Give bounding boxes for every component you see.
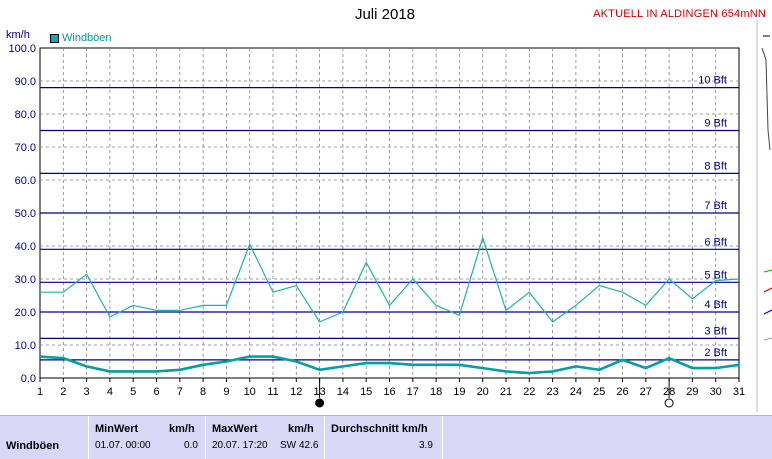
x-tick-label: 29	[686, 386, 698, 398]
x-tick-label: 17	[407, 386, 419, 398]
y-axis-unit: km/h	[6, 29, 30, 41]
beaufort-label: 3 Bft	[704, 325, 727, 337]
side-mini-blue	[763, 309, 772, 315]
side-mini-grey	[763, 337, 772, 341]
x-tick-label: 20	[477, 386, 489, 398]
y-tick-label: 20.0	[15, 307, 36, 319]
new-moon-icon	[315, 398, 325, 408]
series-line-windboeen	[40, 235, 740, 323]
x-tick-label: 2	[60, 386, 66, 398]
x-tick-label: 21	[500, 386, 512, 398]
avg-value: 3.9	[419, 440, 433, 451]
x-tick-label: 9	[223, 386, 229, 398]
x-tick-label: 22	[523, 386, 535, 398]
x-tick-label: 30	[710, 386, 722, 398]
x-tick-label: 8	[200, 386, 206, 398]
x-tick-label: 19	[453, 386, 465, 398]
empty-cell	[442, 416, 772, 459]
stats-panel: Windböen MinWert km/h 01.07. 00:00 0.0 M…	[0, 415, 772, 459]
min-value: 0.0	[184, 440, 198, 451]
x-tick-label: 10	[244, 386, 256, 398]
station-label: AKTUELL IN ALDINGEN 654mNN	[593, 8, 766, 20]
y-tick-label: 10.0	[15, 340, 36, 352]
y-tick-label: 60.0	[15, 175, 36, 187]
max-value: 42.6	[299, 440, 319, 451]
min-date: 01.07. 00:00	[95, 440, 151, 451]
x-tick-label: 4	[107, 386, 113, 398]
y-tick-label: 100.0	[8, 43, 36, 55]
avg-head: Durchschnitt km/h	[331, 423, 428, 435]
x-tick-label: 26	[616, 386, 628, 398]
max-unit: km/h	[288, 423, 314, 435]
x-tick-label: 5	[130, 386, 136, 398]
max-head: MaxWert	[212, 423, 258, 435]
series-line-average	[39, 355, 740, 375]
x-tick-label: 16	[383, 386, 395, 398]
max-date: 20.07. 17:20	[212, 440, 268, 451]
beaufort-label: 8 Bft	[704, 160, 727, 172]
max-direction: SW	[280, 440, 297, 451]
min-cell: MinWert km/h 01.07. 00:00 0.0	[88, 416, 205, 459]
y-tick-label: 0.0	[21, 373, 36, 385]
x-tick-label: 11	[267, 386, 278, 398]
side-mini-green	[763, 269, 772, 273]
x-tick-label: 25	[593, 386, 605, 398]
beaufort-label: 10 Bft	[698, 75, 727, 87]
y-tick-label: 40.0	[15, 241, 36, 253]
x-tick-label: 18	[430, 386, 442, 398]
x-tick-label: 31	[733, 386, 745, 398]
min-unit: km/h	[169, 423, 195, 435]
legend: Windböen	[50, 32, 112, 44]
legend-swatch	[50, 33, 59, 43]
x-tick-label: 12	[290, 386, 302, 398]
y-tick-label: 70.0	[15, 142, 36, 154]
x-tick-label: 23	[546, 386, 558, 398]
min-head: MinWert	[95, 423, 139, 435]
stats-row-label: Windböen	[6, 440, 60, 452]
y-tick-label: 30.0	[15, 274, 36, 286]
chart-title: Juli 2018	[354, 6, 416, 23]
x-tick-label: 1	[37, 386, 43, 398]
legend-label: Windböen	[62, 32, 112, 44]
x-tick-label: 15	[360, 386, 372, 398]
full-moon-icon	[664, 398, 674, 408]
beaufort-label: 7 Bft	[704, 200, 727, 212]
x-tick-label: 6	[153, 386, 159, 398]
x-tick-label: 7	[177, 386, 183, 398]
y-tick-label: 90.0	[15, 76, 36, 88]
beaufort-label: 4 Bft	[704, 299, 727, 311]
beaufort-label: 6 Bft	[704, 236, 727, 248]
x-tick-label: 27	[640, 386, 652, 398]
beaufort-label: 9 Bft	[704, 118, 727, 130]
x-tick-label: 14	[337, 386, 349, 398]
beaufort-label: 2 Bft	[704, 347, 727, 359]
chart-area: 2 Bft 3 Bft 4 Bft 5 Bft 6 Bft 7 Bft 8 Bft 9 Bft…	[8, 20, 772, 412]
side-mini-line	[761, 47, 771, 151]
avg-cell: Durchschnitt km/h 3.9	[324, 416, 442, 459]
max-cell: MaxWert km/h 20.07. 17:20 SW 42.6	[205, 416, 324, 459]
beaufort-label: 5 Bft	[704, 269, 727, 281]
y-tick-label: 50.0	[15, 208, 36, 220]
y-tick-label: 80.0	[15, 109, 36, 121]
x-tick-label: 3	[84, 386, 90, 398]
x-tick-label: 24	[570, 386, 582, 398]
side-mini-red	[763, 287, 772, 293]
